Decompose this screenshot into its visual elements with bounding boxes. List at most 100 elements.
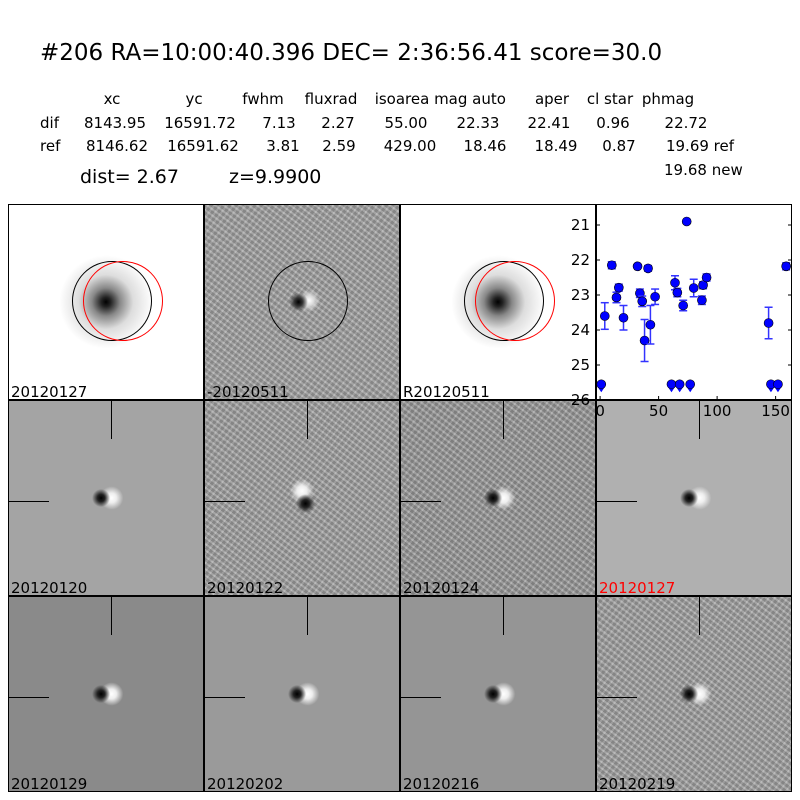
- image-stamp: 20120216: [400, 596, 596, 792]
- data-point: [643, 263, 653, 274]
- data-point: [697, 295, 707, 306]
- y-tick-label: 24: [571, 321, 590, 339]
- stamp-date-label: 20120129: [11, 775, 88, 792]
- data-point: [614, 282, 624, 293]
- crosshair-tick: [503, 597, 504, 635]
- data-point: [670, 277, 680, 288]
- image-stamp: 20120127: [8, 204, 204, 400]
- table-cell: 2.59: [322, 137, 356, 155]
- column-header: phmag: [641, 90, 695, 108]
- data-point: [611, 292, 622, 303]
- stamp-date-label: 20120120: [11, 579, 88, 596]
- crosshair-tick: [597, 501, 637, 502]
- crosshair-tick: [9, 501, 49, 502]
- z-value: z=9.9900: [229, 166, 322, 188]
- table-cell: 18.49: [534, 137, 578, 155]
- data-point: [781, 261, 791, 272]
- table-cell: 16591.72: [164, 114, 236, 132]
- table-cell: 8143.95: [83, 114, 147, 132]
- crosshair-tick: [205, 501, 245, 502]
- image-stamp: 20120124: [400, 400, 596, 596]
- crosshair-tick: [111, 597, 112, 635]
- lightcurve-chart: 0 50 100 150 21 22 23 24 25 26: [571, 204, 792, 420]
- table-cell: 0.87: [602, 137, 636, 155]
- image-stamp: 20120127: [596, 400, 792, 596]
- data-point: [672, 287, 683, 298]
- data-point: [639, 335, 650, 346]
- table-cell: 55.00: [384, 114, 428, 132]
- column-header: yc: [185, 90, 203, 108]
- image-stamp: 20120120: [8, 400, 204, 596]
- source-blob: [71, 463, 141, 533]
- crosshair-tick: [9, 697, 49, 698]
- table-cell: 3.81: [266, 137, 300, 155]
- y-tick-label: 22: [571, 251, 590, 269]
- table-cell: 18.46: [463, 137, 507, 155]
- y-tick-label: 26: [571, 391, 590, 409]
- x-tick-label: 50: [649, 402, 668, 420]
- data-point: [678, 300, 688, 311]
- data-point: [637, 296, 648, 307]
- column-header: aper: [534, 90, 570, 108]
- crosshair-tick: [699, 401, 700, 439]
- table-cell: 22.72: [664, 114, 708, 132]
- data-point: [606, 260, 617, 271]
- data-point: [688, 283, 699, 293]
- red-aperture-circle: [475, 261, 555, 341]
- data-point: [632, 261, 643, 272]
- crosshair-tick: [307, 597, 308, 635]
- column-header: cl star: [586, 90, 634, 108]
- phmag-new: 19.68 new: [664, 161, 743, 179]
- crosshair-tick: [401, 501, 441, 502]
- candidate-title: #206 RA=10:00:40.396 DEC= 2:36:56.41 sco…: [40, 40, 663, 66]
- y-tick-label: 23: [571, 286, 590, 304]
- x-tick-label: 0: [595, 402, 605, 420]
- source-blob: [267, 463, 337, 533]
- stamp-date-label: 20120202: [207, 775, 284, 792]
- stamp-date-label: R20120511: [403, 383, 490, 400]
- table-cell: 7.13: [262, 114, 296, 132]
- crosshair-tick: [597, 697, 637, 698]
- crosshair-tick: [111, 401, 112, 439]
- data-point: [618, 312, 629, 323]
- data-point: [773, 379, 783, 390]
- stamp-date-label: 20120122: [207, 579, 284, 596]
- plot-area: [596, 204, 792, 400]
- crosshair-tick: [401, 697, 441, 698]
- data-point: [701, 272, 712, 283]
- table-cell: 429.00: [383, 137, 437, 155]
- table-cell: 8146.62: [85, 137, 149, 155]
- data-point: [681, 216, 692, 227]
- table-cell: 16591.62: [167, 137, 239, 155]
- data-point: [645, 319, 656, 330]
- stamp-date-label: 20120124: [403, 579, 480, 596]
- table-cell: 2.27: [321, 114, 355, 132]
- x-tick-label: 100: [703, 402, 732, 420]
- source-blob: [659, 463, 729, 533]
- source-blob: [463, 463, 533, 533]
- row-label: dif: [40, 114, 59, 132]
- stamp-date-label: -20120511: [207, 383, 289, 400]
- data-point: [599, 311, 610, 321]
- image-stamp: R20120511: [400, 204, 596, 400]
- column-header: fluxrad: [304, 90, 358, 108]
- source-blob: [267, 659, 337, 729]
- data-point: [674, 379, 685, 390]
- table-cell: 22.33: [456, 114, 500, 132]
- table-cell: 0.96: [596, 114, 630, 132]
- stamp-date-label: 20120216: [403, 775, 480, 792]
- column-header: xc: [103, 90, 121, 108]
- stamp-date-label: 20120127: [11, 383, 88, 400]
- y-tick-label: 25: [571, 356, 590, 374]
- black-aperture-circle: [268, 261, 348, 341]
- image-stamp: -20120511: [204, 204, 400, 400]
- data-point: [650, 291, 660, 302]
- dist-value: dist= 2.67: [80, 166, 179, 188]
- column-header: isoarea: [374, 90, 430, 108]
- table-cell: 22.41: [527, 114, 571, 132]
- y-tick-label: 21: [571, 216, 590, 234]
- row-label: ref: [40, 137, 61, 155]
- table-cell: 19.69 ref: [665, 137, 735, 155]
- image-stamp: 20120122: [204, 400, 400, 596]
- image-stamp: 20120202: [204, 596, 400, 792]
